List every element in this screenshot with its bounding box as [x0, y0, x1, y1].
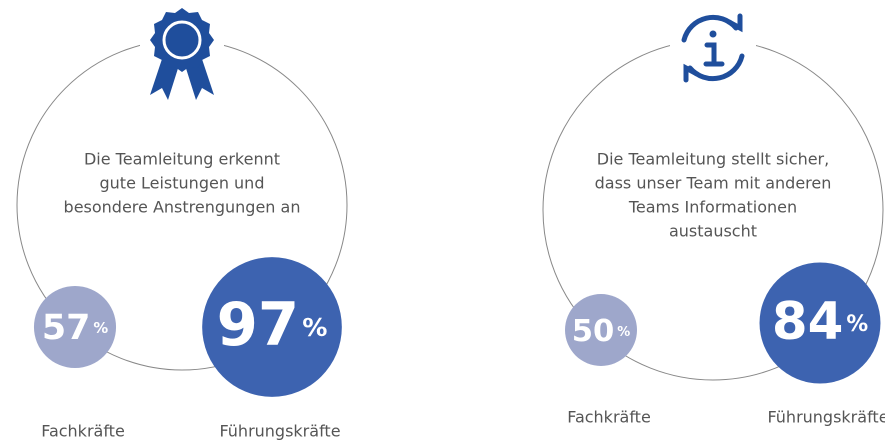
info-icon [670, 10, 756, 86]
statement-line: austauscht [669, 222, 757, 241]
value-number: 97 [217, 290, 300, 359]
value-bubble [759, 262, 881, 384]
value-number: 50 [572, 314, 615, 349]
value-text: 84% [772, 292, 869, 352]
statement-line: Die Teamleitung stellt sicher, [597, 150, 829, 169]
value-text: 57% [42, 308, 109, 348]
value-unit: % [302, 313, 327, 342]
group-label: Fachkräfte [567, 408, 651, 427]
value-number: 84 [772, 292, 844, 352]
group-label: Führungskräfte [767, 408, 885, 427]
value-bubble [202, 257, 342, 397]
statement-line: gute Leistungen und [100, 174, 265, 193]
statement-line: Die Teamleitung erkennt [84, 150, 280, 169]
value-bubble [565, 294, 637, 366]
value-unit: % [93, 320, 108, 337]
statement-line: Teams Informationen [628, 198, 797, 217]
value-number: 57 [42, 308, 91, 348]
statement-line: dass unser Team mit anderen [595, 174, 832, 193]
value-unit: % [617, 325, 630, 340]
value-text: 50% [572, 314, 631, 349]
value-bubble [33, 285, 117, 369]
statement-line: besondere Anstrengungen an [64, 198, 301, 217]
group-label: Führungskräfte [219, 422, 340, 441]
value-text: 97% [217, 290, 328, 359]
award-icon [140, 0, 224, 110]
value-unit: % [846, 312, 868, 337]
group-label: Fachkräfte [41, 422, 125, 441]
